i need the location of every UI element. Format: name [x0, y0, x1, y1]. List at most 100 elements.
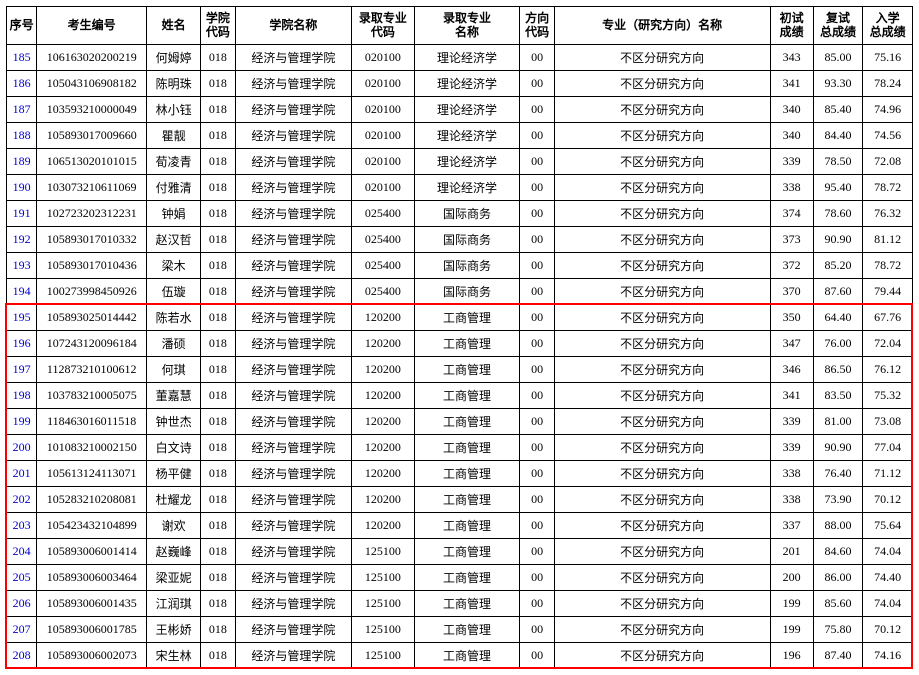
cell: 工商管理 [414, 460, 520, 486]
table-row: 205105893006003464梁亚妮018经济与管理学院125100工商管… [7, 564, 913, 590]
cell: 018 [201, 148, 236, 174]
cell: 不区分研究方向 [554, 408, 770, 434]
cell: 不区分研究方向 [554, 486, 770, 512]
cell: 018 [201, 44, 236, 70]
row-index-link[interactable]: 192 [13, 232, 31, 246]
cell: 120200 [352, 460, 415, 486]
cell: 国际商务 [414, 278, 520, 304]
cell: 江润琪 [147, 590, 201, 616]
cell: 74.40 [863, 564, 913, 590]
cell: 85.60 [813, 590, 863, 616]
cell: 185 [7, 44, 37, 70]
cell: 不区分研究方向 [554, 174, 770, 200]
row-index-link[interactable]: 186 [13, 76, 31, 90]
row-index-link[interactable]: 201 [13, 466, 31, 480]
cell: 64.40 [813, 304, 863, 330]
row-index-link[interactable]: 200 [13, 440, 31, 454]
cell: 018 [201, 434, 236, 460]
row-index-link[interactable]: 194 [13, 284, 31, 298]
cell: 73.90 [813, 486, 863, 512]
cell: 00 [520, 590, 555, 616]
cell: 112873210100612 [37, 356, 147, 382]
cell: 338 [770, 486, 813, 512]
cell: 76.32 [863, 200, 913, 226]
cell: 018 [201, 304, 236, 330]
cell: 025400 [352, 252, 415, 278]
row-index-link[interactable]: 202 [13, 492, 31, 506]
cell: 340 [770, 122, 813, 148]
row-index-link[interactable]: 190 [13, 180, 31, 194]
cell: 86.50 [813, 356, 863, 382]
row-index-link[interactable]: 188 [13, 128, 31, 142]
cell: 020100 [352, 122, 415, 148]
col-header-10: 复试总成绩 [813, 7, 863, 45]
row-index-link[interactable]: 191 [13, 206, 31, 220]
row-index-link[interactable]: 187 [13, 102, 31, 116]
cell: 201 [7, 460, 37, 486]
table-row: 192105893017010332赵汉哲018经济与管理学院025400国际商… [7, 226, 913, 252]
row-index-link[interactable]: 197 [13, 362, 31, 376]
cell: 025400 [352, 200, 415, 226]
cell: 何琪 [147, 356, 201, 382]
cell: 120200 [352, 512, 415, 538]
row-index-link[interactable]: 204 [13, 544, 31, 558]
table-row: 194100273998450926伍璇018经济与管理学院025400国际商务… [7, 278, 913, 304]
cell: 339 [770, 408, 813, 434]
cell: 工商管理 [414, 304, 520, 330]
cell: 018 [201, 642, 236, 668]
row-index-link[interactable]: 207 [13, 622, 31, 636]
cell: 00 [520, 252, 555, 278]
cell: 不区分研究方向 [554, 512, 770, 538]
cell: 74.04 [863, 538, 913, 564]
row-index-link[interactable]: 196 [13, 336, 31, 350]
row-index-link[interactable]: 185 [13, 50, 31, 64]
cell: 经济与管理学院 [235, 590, 351, 616]
cell: 196 [7, 330, 37, 356]
cell: 谢欢 [147, 512, 201, 538]
cell: 78.50 [813, 148, 863, 174]
cell: 工商管理 [414, 408, 520, 434]
cell: 00 [520, 460, 555, 486]
cell: 工商管理 [414, 590, 520, 616]
cell: 200 [770, 564, 813, 590]
row-index-link[interactable]: 195 [13, 310, 31, 324]
row-index-link[interactable]: 193 [13, 258, 31, 272]
cell: 018 [201, 356, 236, 382]
cell: 荀凌青 [147, 148, 201, 174]
cell: 国际商务 [414, 200, 520, 226]
row-index-link[interactable]: 189 [13, 154, 31, 168]
cell: 74.96 [863, 96, 913, 122]
table-row: 208105893006002073宋生林018经济与管理学院125100工商管… [7, 642, 913, 668]
cell: 018 [201, 538, 236, 564]
table-row: 204105893006001414赵巍峰018经济与管理学院125100工商管… [7, 538, 913, 564]
cell: 84.60 [813, 538, 863, 564]
col-header-4: 学院名称 [235, 7, 351, 45]
row-index-link[interactable]: 205 [13, 570, 31, 584]
row-index-link[interactable]: 203 [13, 518, 31, 532]
cell: 不区分研究方向 [554, 304, 770, 330]
cell: 85.40 [813, 96, 863, 122]
row-index-link[interactable]: 199 [13, 414, 31, 428]
cell: 202 [7, 486, 37, 512]
cell: 00 [520, 538, 555, 564]
cell: 105893017010332 [37, 226, 147, 252]
table-row: 191102723202312231钟娟018经济与管理学院025400国际商务… [7, 200, 913, 226]
cell: 102723202312231 [37, 200, 147, 226]
cell: 00 [520, 408, 555, 434]
cell: 赵巍峰 [147, 538, 201, 564]
row-index-link[interactable]: 208 [13, 648, 31, 662]
table-row: 201105613124113071杨平健018经济与管理学院120200工商管… [7, 460, 913, 486]
table-body: 185106163020200219何姆婷018经济与管理学院020100理论经… [7, 44, 913, 668]
cell: 75.32 [863, 382, 913, 408]
row-index-link[interactable]: 198 [13, 388, 31, 402]
table-row: 198103783210005075董嘉慧018经济与管理学院120200工商管… [7, 382, 913, 408]
cell: 204 [7, 538, 37, 564]
cell: 经济与管理学院 [235, 538, 351, 564]
cell: 100273998450926 [37, 278, 147, 304]
cell: 103783210005075 [37, 382, 147, 408]
cell: 00 [520, 278, 555, 304]
cell: 206 [7, 590, 37, 616]
cell: 工商管理 [414, 564, 520, 590]
cell: 341 [770, 382, 813, 408]
row-index-link[interactable]: 206 [13, 596, 31, 610]
